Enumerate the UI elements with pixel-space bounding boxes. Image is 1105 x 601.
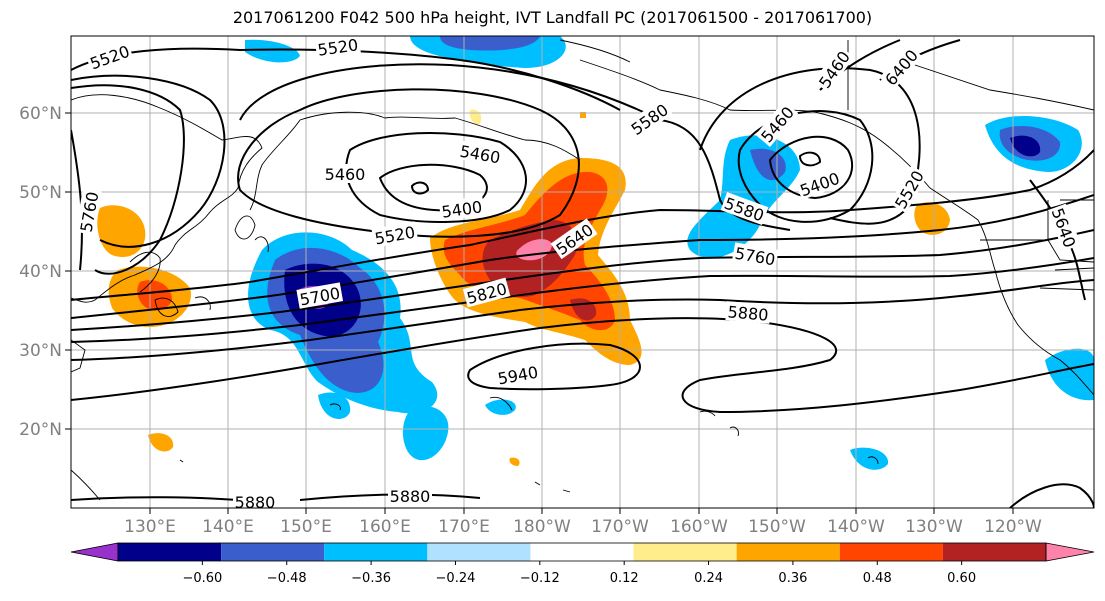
colorbar-swatch	[530, 543, 634, 561]
colorbar: −0.60 −0.48 −0.36 −0.24 −0.12 0.12 0.24 0.36 0.4…	[70, 542, 1095, 586]
longitude-label: 140°W	[827, 517, 885, 537]
longitude-label: 160°W	[670, 517, 728, 537]
contour-value-label: 5880	[727, 302, 769, 324]
longitude-label: 160°E	[359, 517, 411, 537]
colorbar-swatch	[324, 543, 428, 561]
latitude-label: 60°N	[19, 104, 62, 124]
latitude-label: 20°N	[19, 420, 62, 440]
graticule	[71, 36, 1094, 508]
latitude-axis: 60°N 50°N 40°N 30°N 20°N	[19, 104, 71, 440]
colorbar-tick-label: −0.24	[436, 571, 476, 586]
contour-value-label: 5880	[235, 493, 276, 512]
colorbar-extend-high	[1045, 542, 1095, 562]
colorbar-swatch	[942, 543, 1046, 561]
latitude-label: 40°N	[19, 262, 62, 282]
colorbar-extend-low	[70, 542, 119, 562]
colorbar-tick-label: 0.12	[610, 571, 639, 586]
colorbar-tick-label: −0.36	[351, 571, 391, 586]
colorbar-tick-label: 0.60	[947, 571, 976, 586]
longitude-axis: 130°E 140°E 150°E 160°E 170°E 180°W 170°W 160°W…	[124, 508, 1042, 537]
colorbar-tick-label: 0.48	[863, 571, 892, 586]
longitude-label: 170°E	[438, 517, 490, 537]
colorbar-swatch	[427, 543, 531, 561]
colorbar-swatch	[221, 543, 325, 561]
contour-value-label: 5880	[390, 487, 431, 506]
colorbar-swatch	[736, 543, 840, 561]
colorbar-tick-label: −0.48	[267, 571, 307, 586]
map-title: 2017061200 F042 500 hPa height, IVT Land…	[232, 8, 873, 27]
colorbar-tick-label: 0.24	[694, 571, 723, 586]
latitude-label: 30°N	[19, 341, 62, 361]
contour-value-label: 5460	[325, 165, 366, 184]
longitude-label: 130°W	[905, 517, 963, 537]
latitude-label: 50°N	[19, 183, 62, 203]
colorbar-swatch	[839, 543, 943, 561]
contour-value-label: 5520	[316, 35, 359, 59]
longitude-label: 150°E	[280, 517, 332, 537]
longitude-label: 180°W	[513, 517, 571, 537]
colorbar-tick-label: −0.12	[520, 571, 560, 586]
longitude-label: 170°W	[591, 517, 649, 537]
colorbar-tick-label: −0.60	[182, 571, 222, 586]
colorbar-tick-label: 0.36	[778, 571, 807, 586]
longitude-label: 120°W	[984, 517, 1042, 537]
colorbar-swatch	[633, 543, 737, 561]
map-frame	[70, 35, 1095, 509]
longitude-label: 150°W	[748, 517, 806, 537]
longitude-label: 140°E	[202, 517, 254, 537]
colorbar-swatch	[118, 543, 222, 561]
longitude-label: 130°E	[124, 517, 176, 537]
